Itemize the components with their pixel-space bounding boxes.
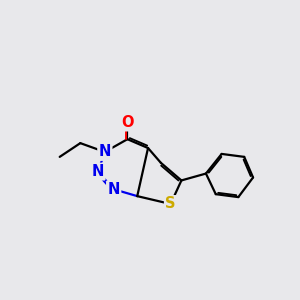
Text: N: N (92, 164, 104, 179)
Text: S: S (165, 196, 176, 211)
Text: N: N (107, 182, 120, 197)
Text: O: O (121, 115, 134, 130)
Text: N: N (99, 145, 111, 160)
